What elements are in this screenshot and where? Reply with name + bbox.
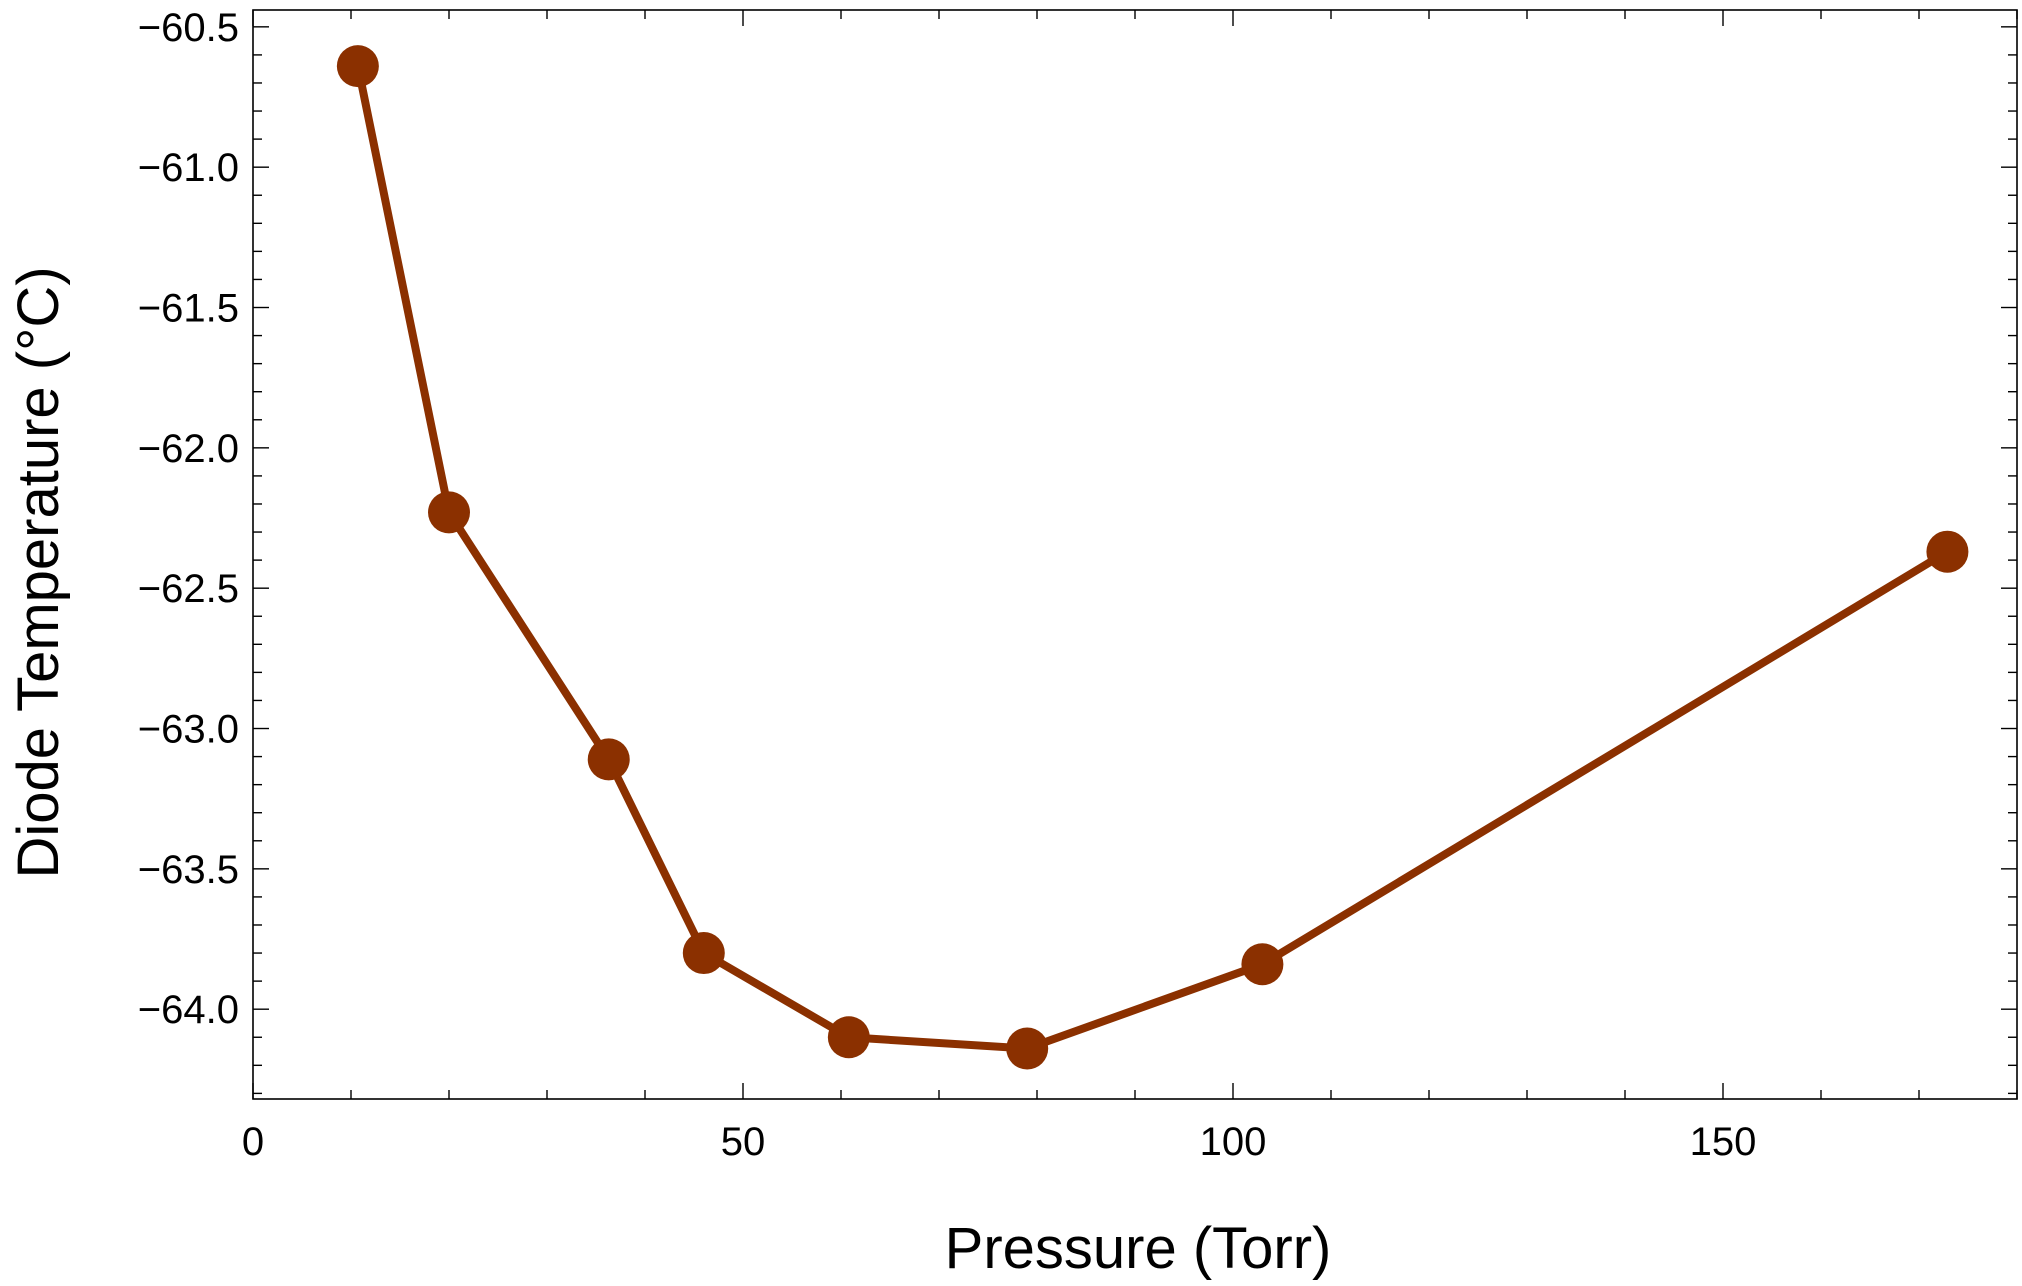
series-layer	[336, 45, 1969, 1070]
series-line	[353, 62, 1952, 1053]
y-tick-label: −61.5	[138, 287, 239, 331]
y-tick-label: −62.5	[138, 567, 239, 611]
ticks-layer	[252, 10, 2018, 1099]
data-point	[682, 932, 725, 975]
y-axis-title: Diode Temperature (°C)	[6, 266, 71, 878]
y-tick-label: −61.0	[138, 146, 239, 190]
data-point	[587, 738, 630, 781]
tick-labels-layer: 0 50 100 150 −64.0 −63.5 −63.0 −62.5 −62.0 −61.5 −…	[138, 6, 1757, 1164]
y-tick-label: −63.0	[138, 708, 239, 752]
data-point	[1241, 943, 1284, 986]
y-tick-label: −64.0	[138, 988, 239, 1032]
y-tick-label: −62.0	[138, 427, 239, 471]
x-tick-label: 100	[1200, 1120, 1267, 1164]
data-point	[1006, 1027, 1049, 1070]
data-point	[1926, 530, 1969, 573]
x-tick-label: 150	[1690, 1120, 1757, 1164]
x-tick-label: 50	[721, 1120, 766, 1164]
y-tick-label: −60.5	[138, 6, 239, 50]
y-tick-label: −63.5	[138, 848, 239, 892]
x-tick-label: 0	[242, 1120, 264, 1164]
data-point	[827, 1016, 870, 1059]
data-point	[336, 45, 379, 88]
x-axis-title: Pressure (Torr)	[945, 1216, 1332, 1281]
plot-frame	[252, 9, 2018, 1100]
data-point	[428, 491, 470, 534]
